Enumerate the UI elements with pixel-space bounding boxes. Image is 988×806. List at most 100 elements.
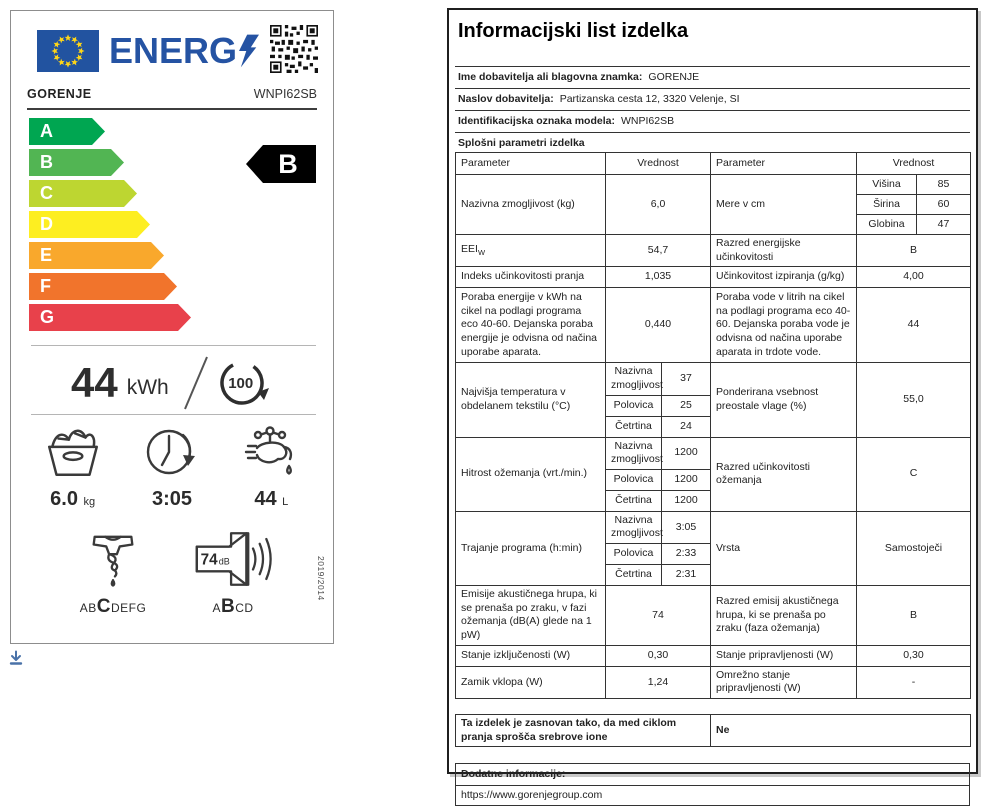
water-block: 44 L [222,424,321,511]
dim-value: 47 [916,214,972,235]
laundry-basket-icon [47,429,98,476]
eu-flag [37,30,99,72]
table-row: Dodatne informacije: [455,763,970,787]
table-row: Nazivna zmogljivost (kg) 6,0 Mere v cm V… [455,174,972,235]
param-value: 0,30 [604,644,712,667]
table-row: Četrtina 24 [456,415,971,438]
noise-db-unit: dB [219,557,230,567]
param-value: 55,0 [856,362,972,438]
regulation-number: 2019/2014 [316,556,326,601]
kwh-unit: kWh [126,376,169,399]
water-value: 44 [254,488,277,510]
col-header: Vrednost [856,152,972,175]
col-header: Parameter [710,152,858,175]
supplier-name-row: Ime dobavitelja ali blagovna znamka: GORE… [455,67,970,89]
brand-row: GORENJE WNPI62SB [27,87,317,110]
capacity-value: 6.0 [50,488,78,510]
param-value: 1,24 [604,665,712,699]
divider [31,345,316,346]
noise-class-rated: B [220,596,236,617]
sub-label: Polovica [605,394,662,417]
sub-value: 24 [660,415,712,438]
param-label: Razred energijske učinkovitosti [710,233,858,268]
table-row: Emisije akustičnega hrupa, ki se prenaša… [455,585,972,646]
param-label: Trajanje programa (h:min) [455,510,606,587]
noise-db-value: 74 [201,552,218,569]
sub-label: Nazivna zmogljivost [605,436,663,470]
supplier-address-row: Naslov dobavitelja: Partizanska cesta 12,… [455,89,970,111]
param-label: Stanje izključenosti (W) [455,644,606,667]
duration-value: 3:05 [151,488,192,510]
manufacturer-url: https://www.gorenjegroup.com [455,785,970,806]
param-label: Mere v cm [710,174,858,235]
table-row: Globina 47 [456,214,972,235]
dim-label: Globina [856,214,918,235]
spin-class-rated: C [96,596,111,617]
energy-class-scale: A B C D E F G [29,118,191,335]
table-row: Širina 60 [456,194,972,215]
col-header: Parameter [455,152,606,175]
table-row: Ta izdelek je zasnovan tako, da med cikl… [455,713,971,748]
per-100-cycles-icon: 100 [217,356,271,410]
table-header-row: Parameter Vrednost Parameter Vrednost [455,152,972,175]
param-label: Stanje pripravljenosti (W) [710,644,858,667]
param-value: 44 [856,287,972,364]
model-number: WNPI62SB [253,87,317,101]
param-label: Nazivna zmogljivost (kg) [455,174,606,235]
sub-label: Četrtina [605,564,662,587]
class-arrow-g: G [29,304,191,331]
divider [31,414,316,415]
noise-class-scale: ABCD [212,596,254,617]
silver-ions-label: Ta izdelek je zasnovan tako, da med cikl… [455,713,711,748]
param-value: 1,035 [604,266,712,289]
label-metrics-row: 6.0 kg 3:05 44 L [23,424,321,511]
class-arrow-c: C [29,180,137,207]
sub-label: Nazivna zmogljivost [605,510,663,545]
param-label: Poraba energije v kWh na cikel na podlag… [455,287,606,364]
sub-value: 1200 [660,468,712,491]
class-arrow-d: D [29,211,150,238]
param-value: 54,7 [604,233,712,268]
sub-value: 1200 [660,436,712,470]
dim-value: 85 [916,174,972,195]
dim-label: Višina [856,174,918,195]
param-label: Ponderirana vsebnost preostale vlage (%) [710,362,858,438]
spin-dry-icon [92,535,134,587]
sub-value: 1200 [660,489,712,512]
table-row: EEIW 54,7 Razred energijske učinkovitost… [455,233,972,268]
table-row: Stanje izključenosti (W) 0,30 Stanje pri… [455,644,972,667]
model-id-row: Identifikacijska oznaka modela: WNPI62SB [455,111,970,133]
table-row: Polovica 2:33 [456,543,971,566]
param-value: - [856,665,972,699]
cycles-count: 100 [228,374,254,392]
sub-label: Četrtina [605,489,662,512]
param-value: C [856,436,972,512]
table-row: Zamik vklopa (W) 1,24 Omrežno stanje pri… [455,665,972,699]
silver-ions-table: Ta izdelek je zasnovan tako, da med cikl… [455,713,971,748]
table-row: Najvišja temperatura v obdelanem tekstil… [455,362,972,438]
spin-class-block: ABCDEFG [53,531,173,618]
model-id-value: WNPI62SB [620,115,675,127]
col-header: Vrednost [604,152,712,175]
param-label: EEIW [455,233,606,268]
speaker-icon: 74 dB [195,532,272,586]
additional-info-label: Dodatne informacije: [455,763,970,787]
supplier-name-value: GORENJE [648,71,700,83]
param-value: 6,0 [604,174,712,235]
param-label: Razred učinkovitosti ožemanja [710,436,858,512]
param-value: B [856,233,972,268]
param-value: B [856,585,972,646]
param-label: Učinkovitost izpiranja (g/kg) [710,266,858,289]
silver-ions-value: Ne [710,713,971,748]
download-icon[interactable] [8,650,24,666]
additional-info-table: Dodatne informacije: https://www.gorenje… [455,763,970,806]
parameters-table: Parameter Vrednost Parameter Vrednost Na… [455,152,972,699]
param-label: Zamik vklopa (W) [455,665,606,699]
label-header: ENERG [37,27,260,75]
model-id-label: Identifikacijska oznaka modela: [458,115,615,127]
sub-label: Polovica [605,543,662,566]
table-row: Indeks učinkovitosti pranja 1,035 Učinko… [455,266,972,289]
class-arrow-f: F [29,273,177,300]
sub-value: 25 [660,394,712,417]
param-label: Emisije akustičnega hrupa, ki se prenaša… [455,585,606,646]
